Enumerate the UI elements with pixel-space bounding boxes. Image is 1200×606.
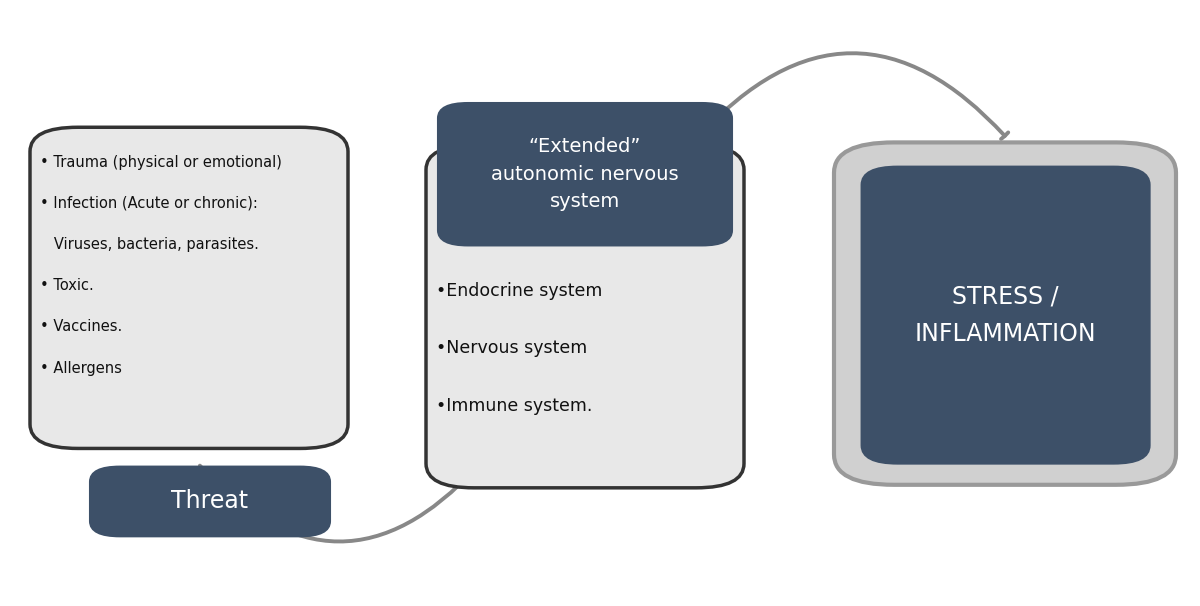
- Text: STRESS /
INFLAMMATION: STRESS / INFLAMMATION: [914, 284, 1097, 346]
- FancyBboxPatch shape: [834, 142, 1176, 485]
- Text: • Toxic.: • Toxic.: [40, 278, 94, 293]
- Text: • Vaccines.: • Vaccines.: [40, 319, 122, 335]
- Text: • Infection (Acute or chronic):: • Infection (Acute or chronic):: [40, 196, 258, 211]
- Text: Viruses, bacteria, parasites.: Viruses, bacteria, parasites.: [40, 237, 258, 252]
- Text: • Trauma (physical or emotional): • Trauma (physical or emotional): [40, 155, 282, 170]
- FancyBboxPatch shape: [426, 145, 744, 488]
- FancyBboxPatch shape: [862, 167, 1150, 464]
- FancyBboxPatch shape: [438, 103, 732, 245]
- Text: Threat: Threat: [172, 490, 248, 513]
- Text: “Extended”
autonomic nervous
system: “Extended” autonomic nervous system: [491, 138, 679, 211]
- Text: •Immune system.: •Immune system.: [436, 397, 592, 415]
- FancyBboxPatch shape: [90, 467, 330, 536]
- FancyBboxPatch shape: [30, 127, 348, 448]
- Text: •Nervous system: •Nervous system: [436, 339, 587, 358]
- Text: • Allergens: • Allergens: [40, 361, 121, 376]
- Text: •Endocrine system: •Endocrine system: [436, 282, 602, 300]
